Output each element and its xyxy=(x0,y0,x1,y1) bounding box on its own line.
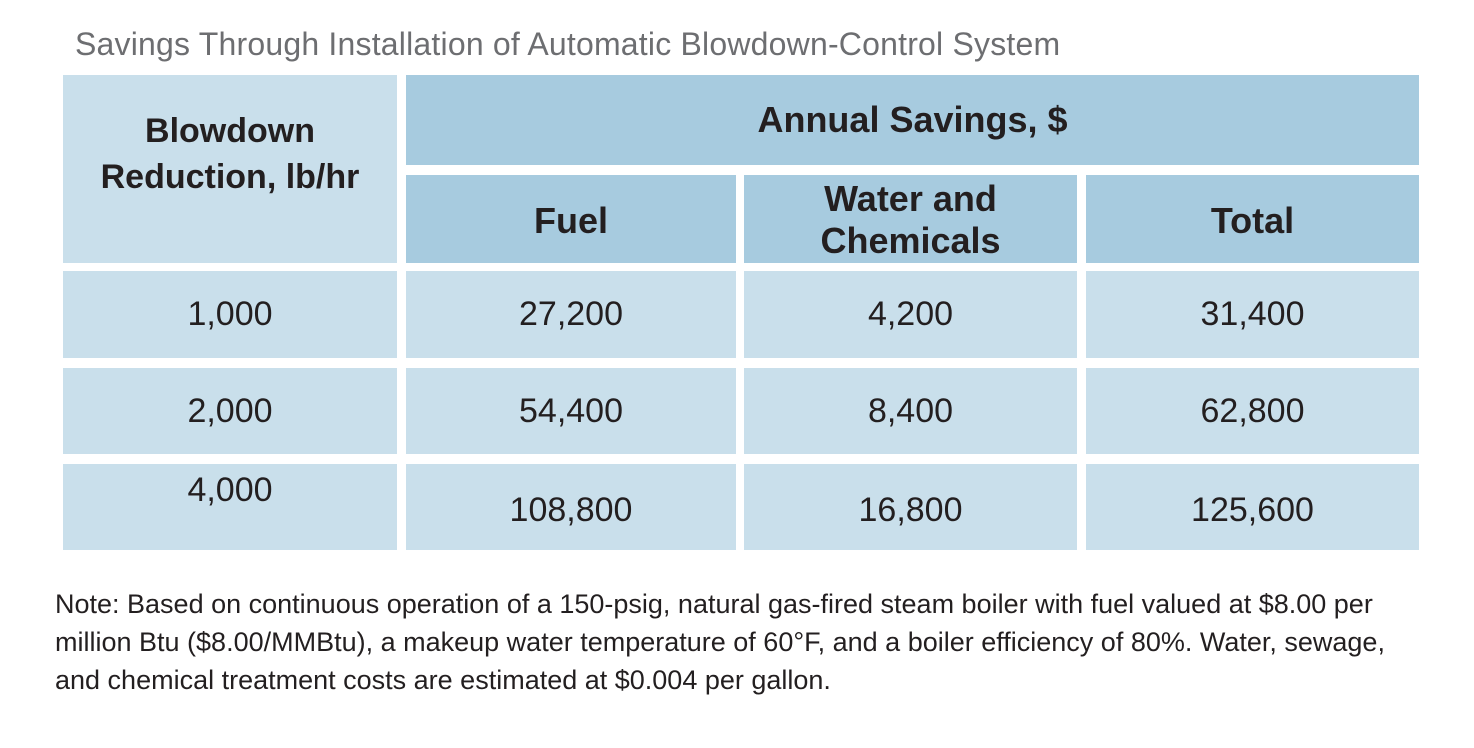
table-row-1-total: 31,400 xyxy=(1086,271,1419,358)
header-blowdown-line2: Reduction, lb/hr xyxy=(100,158,360,196)
header-annual-savings-label: Annual Savings, $ xyxy=(757,99,1068,140)
header-total-label: Total xyxy=(1210,200,1295,241)
table-row-2-water: 8,400 xyxy=(744,368,1077,454)
table-row-1-blowdown: 1,000 xyxy=(63,271,397,358)
cell-value: 62,800 xyxy=(1200,391,1305,430)
header-total: Total xyxy=(1086,175,1419,263)
table-row-3-fuel: 108,800 xyxy=(406,464,736,550)
header-fuel-label: Fuel xyxy=(533,200,608,241)
cell-value: 2,000 xyxy=(187,391,273,430)
table-title: Savings Through Installation of Automati… xyxy=(75,26,1061,62)
header-water-line1: Water and xyxy=(824,178,997,219)
header-annual-savings: Annual Savings, $ xyxy=(406,75,1419,165)
cell-value: 125,600 xyxy=(1191,490,1314,529)
cell-value: 54,400 xyxy=(519,391,623,430)
cell-value: 31,400 xyxy=(1200,295,1305,333)
cell-value: 8,400 xyxy=(867,391,954,430)
table-row-1-fuel: 27,200 xyxy=(406,271,736,358)
header-blowdown-line1: Blowdown xyxy=(145,112,315,150)
table-row-3-water: 16,800 xyxy=(744,464,1077,550)
header-water-chemicals: Water and Chemicals xyxy=(744,175,1077,263)
table-row-1-water: 4,200 xyxy=(744,271,1077,358)
header-fuel: Fuel xyxy=(406,175,736,263)
table-row-2-blowdown: 2,000 xyxy=(63,368,397,454)
cell-value: 16,800 xyxy=(858,490,963,529)
cell-value: 4,000 xyxy=(187,470,273,509)
table-row-2-fuel: 54,400 xyxy=(406,368,736,454)
table-row-3-blowdown: 4,000 xyxy=(63,464,397,550)
cell-value: 108,800 xyxy=(509,490,633,529)
cell-value: 27,200 xyxy=(519,295,623,333)
cell-value: 4,200 xyxy=(867,295,954,333)
table-row-3-total: 125,600 xyxy=(1086,464,1419,550)
header-water-line2: Chemicals xyxy=(820,220,1001,261)
table-row-2-total: 62,800 xyxy=(1086,368,1419,454)
table-note: Note: Based on continuous operation of a… xyxy=(55,589,1385,695)
cell-value: 1,000 xyxy=(187,295,273,333)
header-blowdown-reduction: Blowdown Reduction, lb/hr xyxy=(63,75,397,263)
